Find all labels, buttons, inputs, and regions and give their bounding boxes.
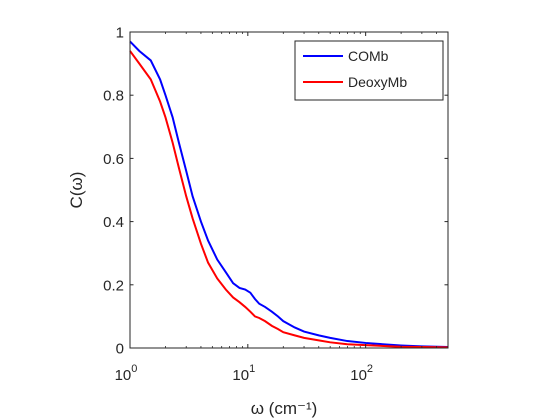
y-axis-label: C(ω) [67,172,86,209]
x-tick-label-base: 10 [350,367,367,384]
y-tick-label: 0.2 [103,277,124,294]
x-tick-label: 102 [350,363,373,384]
y-tick-label: 0.8 [103,88,124,105]
y-tick-label: 0.6 [103,151,124,168]
plot-frame [129,31,449,349]
legend-box [294,40,444,101]
y-tick-label: 1 [116,25,124,42]
x-tick-label-exponent: 2 [367,363,373,375]
y-tick-label: 0.4 [103,214,124,231]
x-tick-label: 100 [115,363,138,384]
x-tick-label-exponent: 1 [249,363,255,375]
series-line-deoxymb [129,50,449,349]
x-tick-label: 101 [232,363,255,384]
legend-label-comb: COMb [348,48,389,64]
y-tick-label: 0 [116,341,124,358]
x-tick-label-base: 10 [232,367,249,384]
series-line-comb [129,40,449,349]
x-axis-label: ω (cm⁻¹) [251,399,318,418]
x-tick-label-exponent: 0 [131,363,137,375]
x-tick-label-base: 10 [115,367,132,384]
legend-label-deoxymb: DeoxyMb [348,74,407,90]
